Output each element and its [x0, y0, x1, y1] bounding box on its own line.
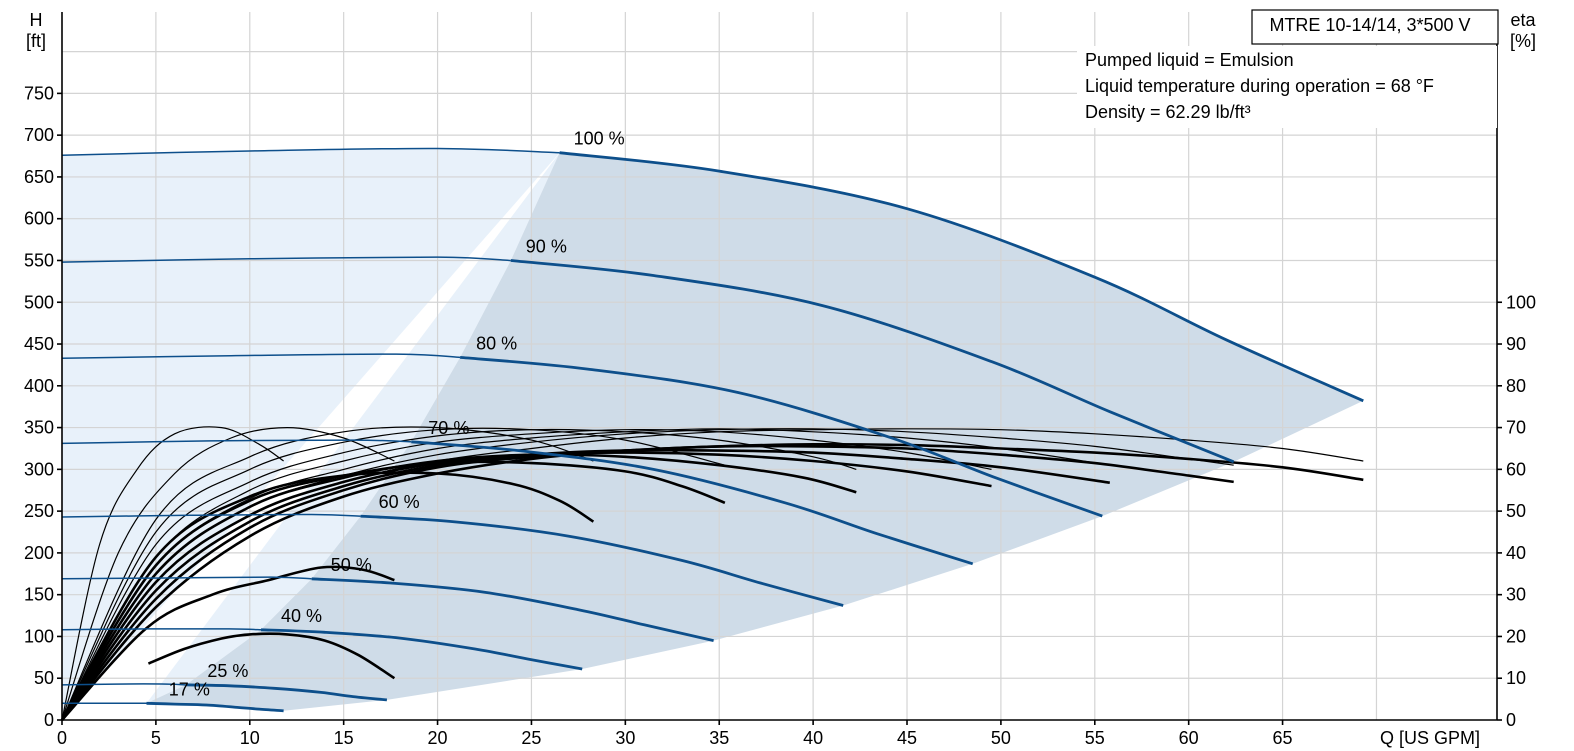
speed-label: 25 % — [207, 661, 248, 681]
speed-label: 70 % — [428, 418, 469, 438]
y-tick-label: 300 — [24, 459, 54, 479]
head-curve-100-percent — [559, 151, 1364, 403]
x-tick-label: 60 — [1179, 728, 1199, 748]
speed-label: 100 % — [574, 129, 625, 149]
y-tick-label: 400 — [24, 376, 54, 396]
y2-axis-label-line2: [%] — [1510, 31, 1536, 51]
speed-label: 17 % — [169, 679, 210, 699]
y-tick-label: 600 — [24, 209, 54, 229]
y-tick-label: 0 — [44, 710, 54, 730]
x-tick-label: 15 — [334, 728, 354, 748]
x-tick-label: 35 — [709, 728, 729, 748]
y2-tick-label: 70 — [1506, 418, 1526, 438]
axes — [61, 12, 1498, 721]
head-curve-low-flow — [61, 256, 511, 263]
speed-label: 50 % — [331, 555, 372, 575]
efficiency-curve-bold — [60, 453, 857, 721]
info-pumped-liquid: Pumped liquid = Emulsion — [1085, 50, 1294, 70]
head-curve-low-flow — [61, 683, 186, 686]
efficiency-curve-bold — [61, 565, 395, 721]
y-tick-label: 550 — [24, 250, 54, 270]
head-curve-70-percent — [411, 440, 974, 566]
head-curve-low-flow — [61, 576, 312, 580]
y2-tick-label: 50 — [1506, 501, 1526, 521]
head-curve-80-percent — [459, 356, 1103, 518]
x-tick-label: 65 — [1273, 728, 1293, 748]
info-box — [1077, 46, 1497, 128]
title-box — [1251, 9, 1499, 45]
x-tick-label: 25 — [521, 728, 541, 748]
info-liquid-temperature: Liquid temperature during operation = 68… — [1085, 76, 1434, 96]
efficiency-curve — [61, 426, 594, 721]
y2-tick-label: 60 — [1506, 459, 1526, 479]
head-curves — [61, 147, 1364, 713]
y2-tick-label: 90 — [1506, 334, 1526, 354]
efficiency-curve-bold — [60, 471, 595, 721]
efficiency-curve-bold — [147, 632, 396, 680]
operating-region — [146, 152, 1364, 711]
y-tick-label: 50 — [34, 668, 54, 688]
x-tick-label: 0 — [57, 728, 67, 748]
y2-tick-label: 10 — [1506, 668, 1526, 688]
y-tick-label: 450 — [24, 334, 54, 354]
head-curve-low-flow — [61, 513, 361, 518]
head-curve-60-percent — [360, 514, 844, 607]
tick-labels: 0501001502002503003504004505005506006507… — [24, 83, 1536, 748]
y-tick-label: 250 — [24, 501, 54, 521]
head-curve-40-percent — [260, 628, 583, 671]
x-tick-label: 45 — [897, 728, 917, 748]
y-tick-label: 750 — [24, 83, 54, 103]
y-tick-label: 650 — [24, 167, 54, 187]
y-axis-label-line1: H — [30, 10, 43, 30]
head-curve-low-flow — [61, 628, 262, 631]
speed-label: 80 % — [476, 333, 517, 353]
y-tick-label: 700 — [24, 125, 54, 145]
x-tick-label: 5 — [151, 728, 161, 748]
speed-label: 60 % — [379, 492, 420, 512]
speed-label: 40 % — [281, 606, 322, 626]
head-curve-17-percent — [146, 701, 284, 713]
info-density: Density = 62.29 lb/ft³ — [1085, 102, 1251, 122]
x-tick-label: 50 — [991, 728, 1011, 748]
y2-tick-label: 0 — [1506, 710, 1516, 730]
y2-tick-label: 30 — [1506, 585, 1526, 605]
x-tick-label: 30 — [615, 728, 635, 748]
head-curve-low-flow — [61, 353, 461, 359]
efficiency-curve-bold — [60, 460, 726, 721]
head-curve-50-percent — [311, 577, 714, 642]
efficiency-curve — [61, 426, 284, 721]
head-curve-low-flow — [61, 147, 560, 156]
x-tick-label: 55 — [1085, 728, 1105, 748]
head-curve-25-percent — [185, 683, 388, 702]
y-tick-label: 100 — [24, 626, 54, 646]
head-curve-90-percent — [510, 259, 1235, 464]
efficiency-curve — [61, 428, 857, 721]
y-tick-label: 350 — [24, 418, 54, 438]
speed-labels: 100 % 90 % 80 % 70 % 60 % 50 % 40 % 25 %17 % — [169, 129, 625, 700]
x-tick-label: 10 — [240, 728, 260, 748]
x-tick-label: 20 — [428, 728, 448, 748]
y2-tick-label: 100 — [1506, 292, 1536, 312]
efficiency-curve — [61, 427, 726, 721]
efficiency-curves — [60, 426, 1364, 721]
y-tick-label: 150 — [24, 585, 54, 605]
y2-tick-label: 80 — [1506, 376, 1526, 396]
y2-tick-label: 20 — [1506, 626, 1526, 646]
y-tick-label: 500 — [24, 292, 54, 312]
head-curve-low-flow — [61, 439, 412, 445]
y2-tick-label: 40 — [1506, 543, 1526, 563]
y-axis-label-line2: [ft] — [26, 31, 46, 51]
x-axis-label: Q [US GPM] — [1380, 728, 1480, 748]
chart-title: MTRE 10-14/14, 3*500 V — [1269, 15, 1470, 35]
speed-label: 90 % — [526, 237, 567, 257]
efficiency-curve — [61, 426, 395, 721]
x-tick-label: 40 — [803, 728, 823, 748]
y2-axis-label-line1: eta — [1510, 10, 1536, 30]
y-tick-label: 200 — [24, 543, 54, 563]
